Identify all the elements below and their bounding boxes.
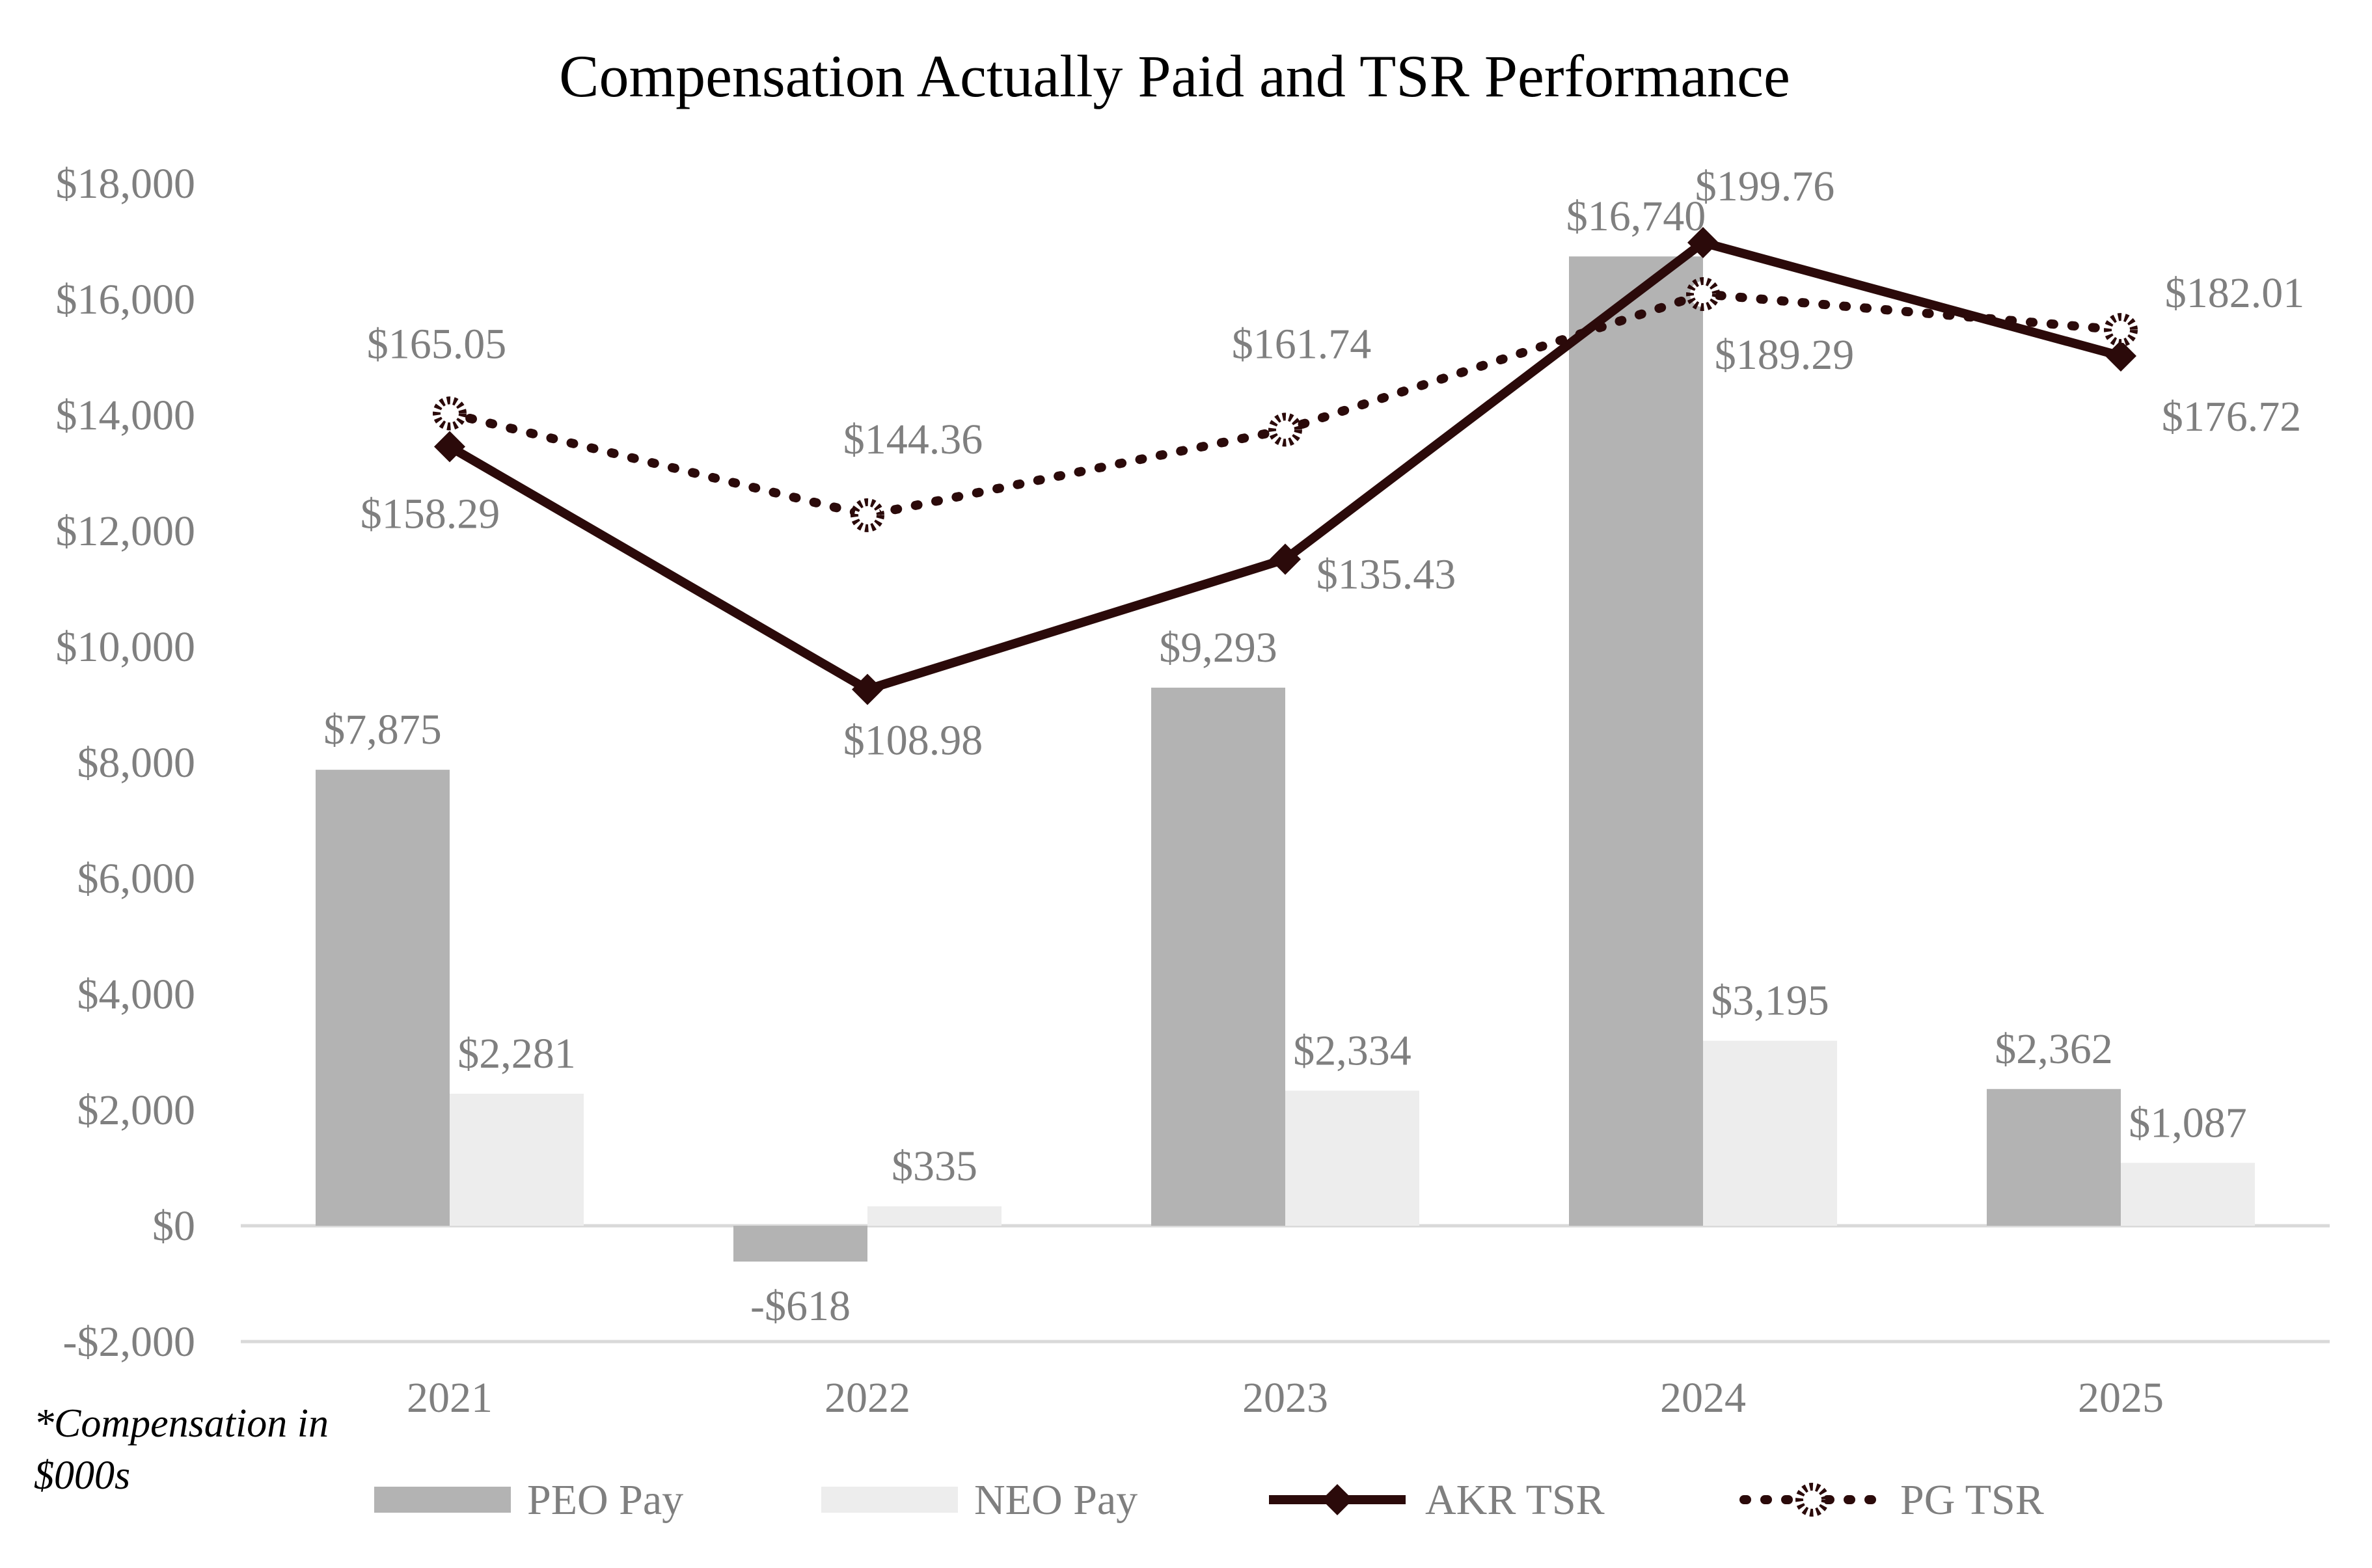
bar-peo-pay [1569,256,1703,1226]
bar-data-label: $16,740 [1566,193,1706,240]
marker-diamond [1270,543,1301,575]
marker-diamond [1687,226,1719,258]
legend-label: AKR TSR [1425,1476,1605,1524]
legend-label: PG TSR [1900,1476,2044,1524]
x-tick-label: 2021 [407,1374,493,1422]
line-data-label: $189.29 [1715,331,1855,379]
legend-swatch [821,1487,958,1513]
marker-circle [1268,412,1302,447]
line-data-label: $158.29 [361,491,500,538]
marker-circle [433,396,467,431]
line-data-label: $108.98 [843,717,983,764]
bar-data-label: $7,875 [323,706,442,753]
bar-peo-pay [316,770,450,1226]
line-data-label: $144.36 [843,416,983,463]
marker-diamond [852,673,883,705]
bar-neo-pay [867,1206,1002,1226]
y-tick-label: $10,000 [56,623,196,671]
y-tick-label: $4,000 [77,971,196,1018]
bar-data-label: $2,334 [1293,1027,1411,1074]
bar-neo-pay [2121,1163,2255,1226]
x-tick-label: 2024 [1660,1374,1746,1422]
bar-peo-pay [1987,1088,2121,1226]
line-data-label: $199.76 [1695,163,1835,210]
line-data-label: $182.01 [2165,269,2305,317]
legend-marker-circle [1795,1483,1829,1517]
legend-swatch [374,1487,511,1513]
footnote: *Compensation in $000s [34,1401,329,1498]
bar-peo-pay [1151,687,1285,1226]
bar-data-label: $1,087 [2129,1099,2247,1146]
y-tick-label: $6,000 [77,855,196,902]
bar-data-label: -$618 [750,1282,851,1330]
bar-data-label: $2,362 [1995,1025,2113,1073]
x-tick-label: 2022 [825,1374,910,1422]
chart-title: Compensation Actually Paid and TSR Perfo… [559,43,1790,109]
x-tick-label: 2025 [2078,1374,2164,1422]
line-data-label: $165.05 [367,320,507,368]
bar-data-label: $3,195 [1711,977,1829,1025]
y-tick-label: $12,000 [56,507,196,555]
legend-label: NEO Pay [974,1476,1138,1524]
line-data-label: $176.72 [2162,393,2302,440]
bar-neo-pay [450,1093,584,1226]
y-tick-label: $8,000 [77,739,196,787]
marker-circle [851,498,884,532]
bar-peo-pay [733,1226,867,1262]
y-tick-label: $0 [152,1202,195,1250]
bar-data-label: $335 [892,1142,977,1190]
bar-neo-pay [1285,1090,1419,1226]
line-data-label: $161.74 [1232,320,1372,368]
legend-label: PEO Pay [527,1476,683,1524]
y-tick-label: $2,000 [77,1087,196,1134]
bar-neo-pay [1703,1040,1837,1226]
marker-circle [2104,313,2138,347]
x-tick-label: 2023 [1242,1374,1328,1422]
y-tick-label: $18,000 [56,160,196,208]
line-data-label: $135.43 [1316,550,1456,598]
bar-data-label: $2,281 [457,1030,576,1077]
legend: PEO Pay NEO Pay AKR TSR PG TSR [374,1476,2044,1524]
bar-data-label: $9,293 [1159,624,1277,671]
marker-circle [1686,277,1720,312]
y-tick-label: $16,000 [56,276,196,323]
marker-diamond [434,431,465,463]
marker-diamond [2105,340,2136,372]
y-tick-label: $14,000 [56,392,196,439]
legend-marker-diamond [1322,1484,1353,1515]
y-tick-label: -$2,000 [63,1318,195,1366]
